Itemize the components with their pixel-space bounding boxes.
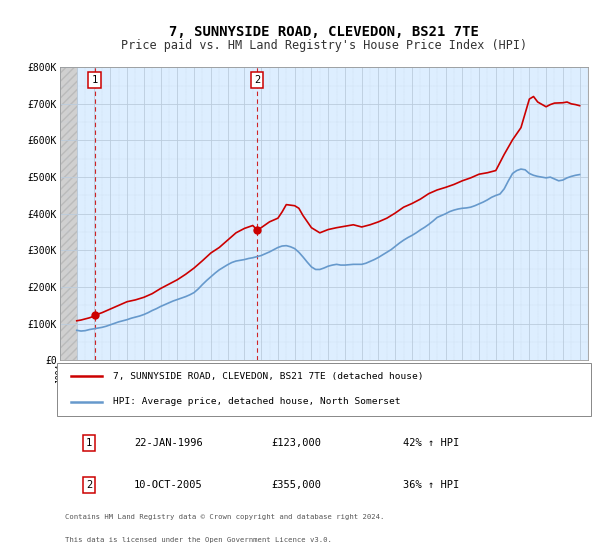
Text: HPI: Average price, detached house, North Somerset: HPI: Average price, detached house, Nort…: [113, 397, 400, 407]
Text: 1: 1: [91, 76, 98, 85]
Text: Contains HM Land Registry data © Crown copyright and database right 2024.: Contains HM Land Registry data © Crown c…: [65, 515, 385, 520]
Text: £355,000: £355,000: [271, 480, 321, 489]
Bar: [60, 67, 77, 360]
Text: 36% ↑ HPI: 36% ↑ HPI: [403, 480, 460, 489]
Text: 7, SUNNYSIDE ROAD, CLEVEDON, BS21 7TE: 7, SUNNYSIDE ROAD, CLEVEDON, BS21 7TE: [169, 25, 479, 39]
Text: 22-JAN-1996: 22-JAN-1996: [134, 438, 203, 448]
Text: 7, SUNNYSIDE ROAD, CLEVEDON, BS21 7TE (detached house): 7, SUNNYSIDE ROAD, CLEVEDON, BS21 7TE (d…: [113, 372, 424, 381]
Text: Price paid vs. HM Land Registry's House Price Index (HPI): Price paid vs. HM Land Registry's House …: [121, 39, 527, 52]
Text: 42% ↑ HPI: 42% ↑ HPI: [403, 438, 460, 448]
Text: 1: 1: [86, 438, 92, 448]
Text: 2: 2: [254, 76, 260, 85]
Text: This data is licensed under the Open Government Licence v3.0.: This data is licensed under the Open Gov…: [65, 538, 332, 543]
Text: 10-OCT-2005: 10-OCT-2005: [134, 480, 203, 489]
Text: 2: 2: [86, 480, 92, 489]
FancyBboxPatch shape: [58, 363, 590, 416]
Text: £123,000: £123,000: [271, 438, 321, 448]
